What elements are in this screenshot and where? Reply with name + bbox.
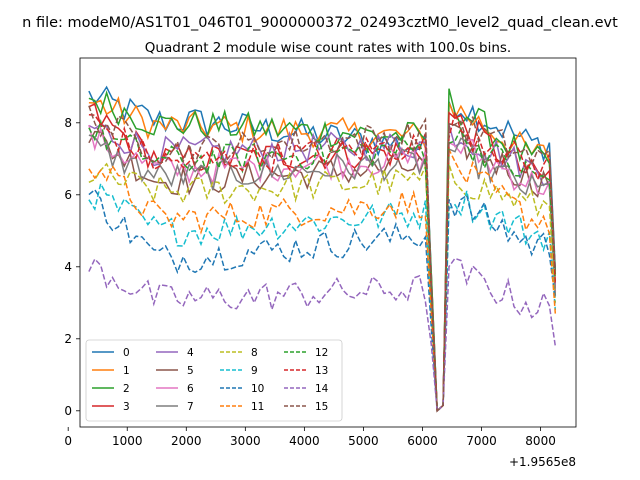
series-line-4 — [88, 123, 557, 413]
legend-label-15: 15 — [315, 401, 328, 413]
y-tick-label: 0 — [64, 404, 72, 418]
legend-label-11: 11 — [251, 401, 264, 413]
legend-label-6: 6 — [187, 383, 194, 395]
legend-label-9: 9 — [251, 365, 258, 377]
legend-label-4: 4 — [187, 347, 194, 359]
legend-label-0: 0 — [123, 347, 130, 359]
x-tick-label: 8000 — [525, 434, 556, 448]
y-axis-ticks: 0 2 4 6 8 — [64, 116, 80, 418]
plot-lines — [88, 85, 557, 413]
legend-label-5: 5 — [187, 365, 194, 377]
legend-label-3: 3 — [123, 401, 130, 413]
legend-label-10: 10 — [251, 383, 264, 395]
series-line-12 — [88, 118, 557, 413]
legend-label-13: 13 — [315, 365, 328, 377]
x-offset-label: +1.9565e8 — [509, 455, 576, 469]
x-tick-label: 0 — [64, 434, 72, 448]
x-tick-label: 7000 — [466, 434, 497, 448]
chart-suptitle: n file: modeM0/AS1T01_046T01_9000000372_… — [22, 15, 618, 31]
x-tick-label: 2000 — [171, 434, 202, 448]
series-line-2 — [88, 88, 557, 413]
legend-label-1: 1 — [123, 365, 130, 377]
legend-label-2: 2 — [123, 383, 130, 395]
chart-title: Quadrant 2 module wise count rates with … — [145, 40, 511, 56]
x-tick-label: 1000 — [112, 434, 143, 448]
series-line-9 — [88, 181, 557, 413]
y-tick-label: 8 — [64, 116, 72, 130]
series-line-15 — [88, 105, 557, 413]
legend-label-7: 7 — [187, 401, 194, 413]
series-line-10 — [88, 188, 557, 413]
series-line-8 — [88, 162, 557, 413]
x-tick-label: 6000 — [407, 434, 438, 448]
series-line-7 — [88, 134, 557, 413]
series-line-14 — [88, 257, 557, 413]
x-tick-label: 3000 — [230, 434, 261, 448]
legend-label-14: 14 — [315, 383, 329, 395]
axes-frame — [79, 57, 577, 428]
y-tick-label: 4 — [64, 260, 72, 274]
series-line-13 — [88, 109, 557, 413]
x-tick-label: 5000 — [348, 434, 379, 448]
series-line-3 — [88, 102, 557, 413]
series-line-5 — [88, 122, 557, 413]
x-tick-label: 4000 — [289, 434, 320, 448]
legend-label-12: 12 — [315, 347, 328, 359]
x-axis-ticks: 0 1000 2000 3000 4000 5000 6000 7000 8000 — [64, 427, 556, 448]
y-tick-label: 2 — [64, 332, 72, 346]
y-tick-label: 6 — [64, 188, 72, 202]
legend-label-8: 8 — [251, 347, 258, 359]
legend-box — [85, 339, 343, 422]
